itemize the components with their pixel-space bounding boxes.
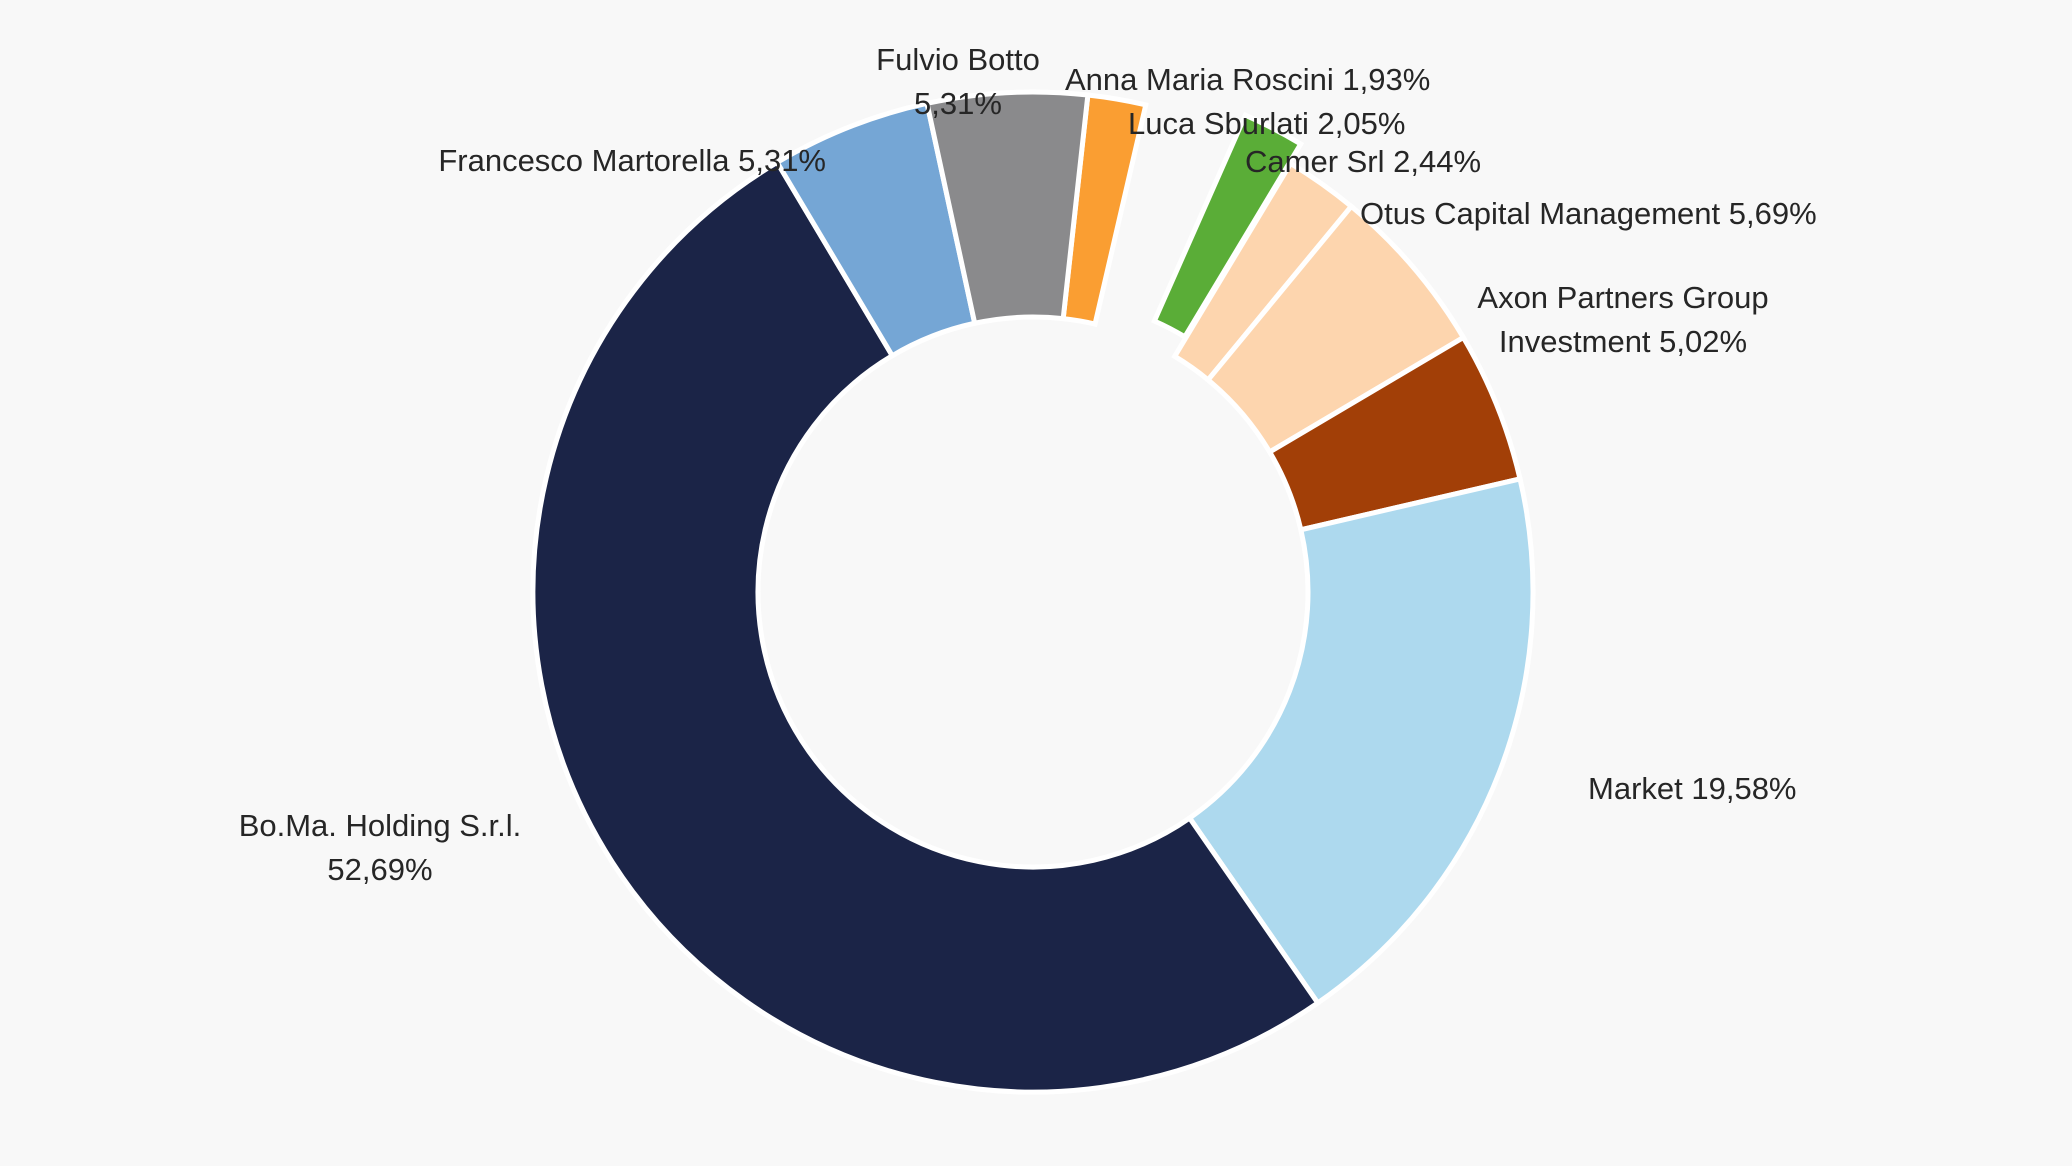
label-bo-ma-holding-s-r-l: Bo.Ma. Holding S.r.l. 52,69%: [239, 808, 522, 887]
label-line: Market 19,58%: [1588, 771, 1797, 806]
label-line: Bo.Ma. Holding S.r.l.: [239, 808, 522, 843]
label-line: Investment 5,02%: [1499, 324, 1747, 359]
label-luca-sburlati: Luca Sburlati 2,05%: [1128, 106, 1405, 141]
label-line: 5,31%: [914, 86, 1002, 121]
slice-fulvio-botto: [924, 89, 1091, 327]
label-axon-partners-group-investment: Axon Partners Group Investment 5,02%: [1477, 280, 1768, 359]
label-line: Fulvio Botto: [876, 42, 1040, 77]
label-line: Otus Capital Management 5,69%: [1360, 196, 1817, 231]
label-fulvio-botto: Fulvio Botto 5,31%: [876, 42, 1040, 121]
slice-labels: Anna Maria Roscini 1,93% Luca Sburlati 2,…: [239, 42, 1817, 887]
slice-market: [1186, 475, 1536, 1007]
label-line: Luca Sburlati 2,05%: [1128, 106, 1405, 141]
label-camer-srl: Camer Srl 2,44%: [1245, 144, 1481, 179]
label-line: Axon Partners Group: [1477, 280, 1768, 315]
slice-bo-ma-holding-s-r-l: [530, 158, 1322, 1095]
donut-slices: [530, 89, 1536, 1095]
label-anna-maria-roscini: Anna Maria Roscini 1,93%: [1065, 62, 1430, 97]
label-line: Camer Srl 2,44%: [1245, 144, 1481, 179]
label-line: Francesco Martorella 5,31%: [438, 143, 826, 178]
label-line: Anna Maria Roscini 1,93%: [1065, 62, 1430, 97]
label-otus-capital-management: Otus Capital Management 5,69%: [1360, 196, 1817, 231]
label-line: 52,69%: [327, 852, 432, 887]
label-francesco-martorella: Francesco Martorella 5,31%: [438, 143, 826, 178]
label-market: Market 19,58%: [1588, 771, 1797, 806]
